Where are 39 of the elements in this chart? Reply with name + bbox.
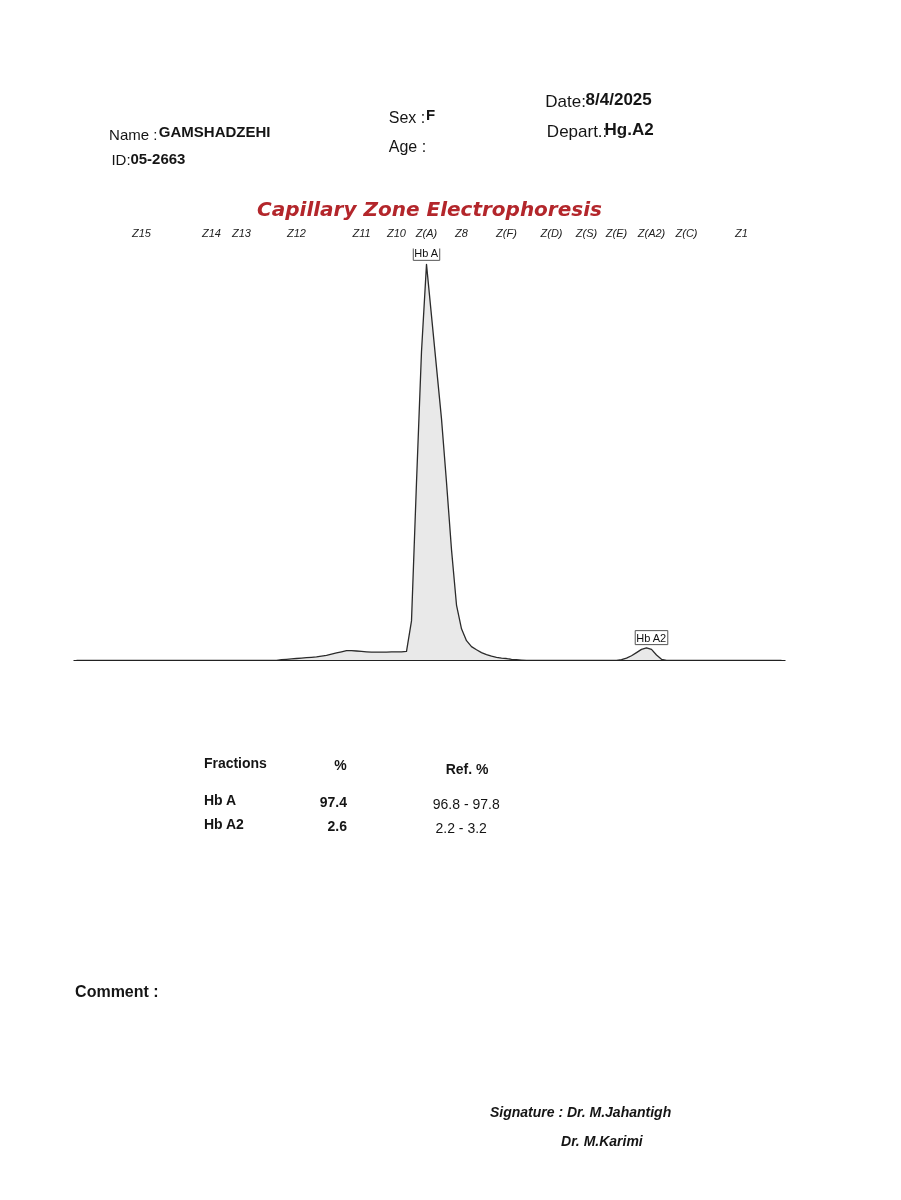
- text: Comment :: [75, 983, 159, 1000]
- x-tick-label: Z(D): [539, 226, 563, 239]
- x-tick-label: Z11: [351, 226, 371, 239]
- text: Ref. %: [445, 760, 489, 777]
- text: 2.2 - 3.2: [435, 819, 488, 836]
- text: 05-2663: [130, 149, 186, 167]
- text: Date:: [545, 92, 586, 111]
- chart-title: Capillary Zone Electrophoresis: [257, 196, 603, 221]
- text: 97.4: [319, 793, 348, 810]
- text: Name :: [109, 126, 158, 143]
- x-tick-label: Z(S): [574, 226, 598, 239]
- x-tick-label: Z8: [454, 226, 469, 239]
- text: Sex :: [388, 109, 426, 126]
- text: Signature : Dr. M.Jahantigh: [489, 1103, 672, 1120]
- text: GAMSHADZEHI: [158, 123, 271, 140]
- x-tick-label: Z1: [734, 226, 748, 239]
- text: 8/4/2025: [585, 90, 652, 109]
- x-tick-label: Z13: [231, 226, 252, 239]
- text: Age :: [388, 138, 427, 155]
- text: Hb A2: [203, 815, 245, 832]
- text: %: [334, 756, 348, 773]
- text: 2.6: [327, 817, 348, 834]
- annotation: Hb A2: [636, 631, 667, 644]
- text: Fractions: [203, 754, 268, 771]
- x-tick-label: Z(E): [604, 226, 628, 239]
- x-tick-label: Z15: [131, 226, 152, 239]
- text: 96.8 - 97.8: [432, 795, 500, 812]
- annotation: Hb A: [414, 247, 439, 260]
- x-tick-label: Z(A): [414, 226, 438, 239]
- x-tick-label: Z12: [286, 226, 306, 239]
- text: Dr. M.Karimi: [561, 1132, 644, 1149]
- x-tick-label: Z(A2): [636, 226, 666, 239]
- text: ID:: [111, 151, 131, 168]
- text: Hb A: [203, 791, 237, 808]
- text: F: [425, 106, 436, 123]
- x-tick-label: Z14: [201, 226, 221, 239]
- x-tick-label: Z10: [386, 226, 407, 239]
- x-tick-label: Z(C): [674, 226, 698, 239]
- x-tick-label: Z(F): [495, 226, 518, 239]
